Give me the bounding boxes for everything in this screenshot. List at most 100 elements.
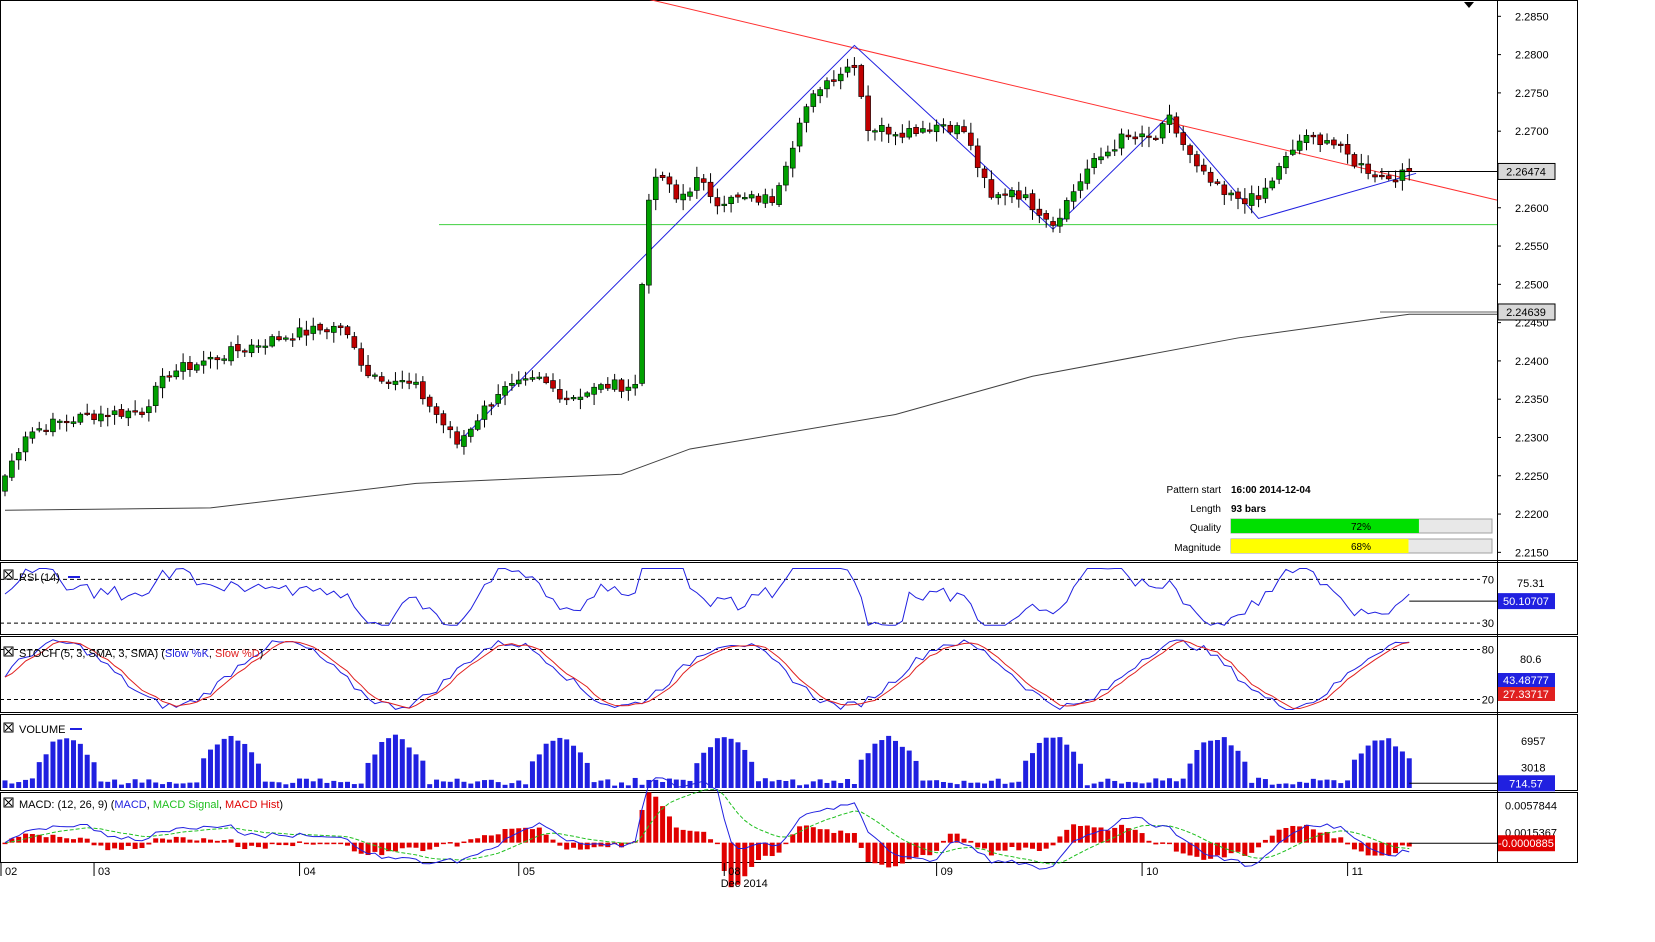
candle (728, 195, 734, 213)
volume-bar (632, 777, 638, 788)
volume-bar (769, 781, 775, 788)
current-price-badge-box (1497, 162, 1556, 180)
volume-bar (1132, 782, 1138, 788)
candle-body (1153, 137, 1159, 140)
volume-bar (1071, 751, 1077, 788)
volume-bar (653, 779, 659, 788)
price-tick-label: 2.2550 (1515, 241, 1549, 253)
candle (50, 412, 56, 437)
price-tick-label: 2.2600 (1515, 203, 1549, 215)
macd-hist-bar (71, 839, 76, 843)
volume-bar (1208, 740, 1214, 788)
macd-hist-bar (536, 827, 542, 843)
candle (276, 330, 282, 342)
macd-hist-bar (269, 842, 275, 845)
volume-bar (1023, 760, 1029, 788)
candle (577, 388, 584, 410)
candle (906, 120, 913, 140)
macd-hist-bar (1256, 842, 1262, 848)
candle (1118, 128, 1125, 156)
candle (365, 355, 371, 379)
candle-body (228, 346, 234, 362)
volume-bar (529, 761, 535, 788)
candle (639, 282, 645, 387)
volume-bar (36, 762, 42, 788)
macd-hist-bar (1304, 824, 1309, 843)
candle (358, 342, 365, 372)
x-tick-label: 02 (5, 866, 17, 878)
candle (536, 371, 543, 381)
candle-body (536, 376, 543, 379)
candle-body (687, 191, 693, 197)
macd-hist-bar (947, 833, 953, 843)
candle (56, 418, 63, 430)
macd-hist-bar (1399, 842, 1405, 846)
candle-body (255, 345, 262, 348)
macd-hist-bar (673, 827, 679, 843)
candle (810, 89, 817, 113)
candle (77, 412, 84, 425)
volume-bar (927, 780, 933, 788)
volume-bar (160, 784, 166, 788)
candle (584, 391, 591, 399)
quality-value: 72% (1351, 522, 1371, 533)
menu-arrow-icon[interactable] (1464, 2, 1474, 8)
candle (598, 382, 604, 394)
candle (1242, 188, 1248, 214)
macd-hist-bar (173, 836, 179, 843)
macd-hist-bar (386, 842, 392, 852)
volume-bar (612, 785, 618, 788)
macd-hist-bar (214, 840, 220, 843)
volume-bar (1283, 783, 1289, 788)
candle (707, 173, 714, 204)
macd-hist-bar (728, 842, 734, 888)
macd-hist-bar (564, 842, 570, 850)
volume-bar (975, 782, 981, 788)
macd-hist-bar (255, 842, 261, 848)
volume-bar (139, 782, 145, 788)
volume-bar (735, 742, 741, 788)
volume-bar (1009, 782, 1015, 788)
candle-body (1111, 149, 1118, 152)
candle (29, 427, 36, 444)
candle (317, 322, 323, 335)
candle-body (844, 66, 851, 73)
candle (63, 414, 70, 432)
macd-hist-bar (1105, 830, 1111, 843)
candle-body (433, 406, 440, 415)
candle-body (2, 475, 8, 492)
macd-hist-bar (776, 842, 782, 853)
macd-hist-bar (694, 831, 700, 843)
candle-body (920, 128, 926, 133)
macd-hist-bar (666, 816, 672, 843)
macd-hist-bar (447, 842, 453, 844)
stoch-d-line (4, 640, 1410, 710)
volume-bar (879, 740, 885, 788)
candle-body (954, 125, 960, 135)
candle-body (872, 130, 878, 133)
macd-hist-bar (262, 842, 268, 849)
macd-hist-bar (872, 842, 878, 864)
candle-body (1303, 134, 1310, 143)
candle-body (1180, 132, 1186, 145)
length-value: 93 bars (1231, 504, 1266, 515)
candle (824, 77, 830, 98)
candle (995, 191, 1002, 205)
candle-body (378, 376, 385, 382)
candle-body (173, 370, 180, 378)
volume-bar (660, 781, 666, 788)
macd-hist-bar (36, 834, 42, 843)
macd-signal-line (4, 788, 1410, 865)
candle-body (968, 132, 974, 146)
volume-bar (331, 780, 337, 788)
candle (152, 382, 159, 413)
volume-bar (488, 779, 494, 788)
candle (180, 353, 186, 380)
candle (392, 372, 399, 391)
candle (988, 170, 995, 200)
price-series (2, 0, 1498, 511)
macd-hist-bar (742, 842, 748, 877)
candle (1399, 163, 1406, 191)
volume-bar (783, 781, 789, 788)
candle-body (9, 460, 15, 478)
